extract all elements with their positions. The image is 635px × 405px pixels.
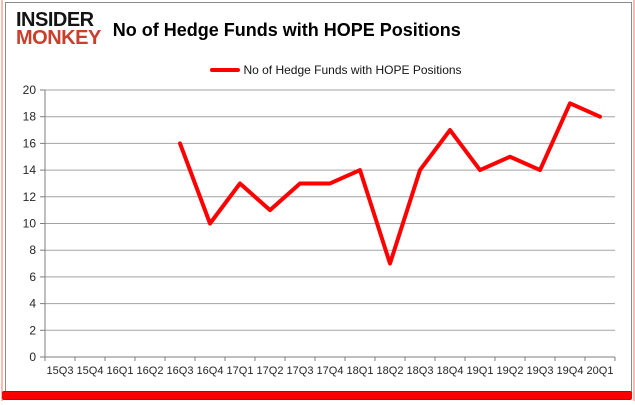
- logo-text-monkey: MONKEY: [16, 27, 101, 50]
- y-tick-label: 20: [23, 83, 37, 97]
- x-tick-label: 20Q1: [587, 365, 614, 377]
- x-tick-label: 19Q2: [497, 365, 524, 377]
- y-tick-label: 6: [29, 270, 36, 284]
- x-tick-label: 18Q4: [437, 365, 464, 377]
- y-tick-label: 18: [23, 110, 37, 124]
- legend-line-swatch: [210, 68, 241, 72]
- chart-header: INSIDER MONKEY No of Hedge Funds with HO…: [16, 9, 461, 50]
- x-tick-label: 18Q2: [377, 365, 404, 377]
- right-edge-accent: [633, 0, 635, 401]
- x-tick-label: 16Q4: [197, 365, 224, 377]
- left-edge-accent: [1, 0, 3, 401]
- insider-monkey-logo: INSIDER MONKEY: [16, 9, 101, 50]
- x-tick-label: 17Q4: [317, 365, 344, 377]
- series-line: [178, 101, 602, 266]
- y-tick-label: 10: [23, 217, 37, 231]
- legend: No of Hedge Funds with HOPE Positions: [51, 63, 621, 77]
- x-tick-label: 19Q3: [527, 365, 554, 377]
- x-tick-label: 18Q1: [347, 365, 374, 377]
- logo-text-insider: INSIDER: [16, 9, 94, 31]
- x-tick-label: 16Q3: [167, 365, 194, 377]
- chart-title: No of Hedge Funds with HOPE Positions: [112, 20, 461, 40]
- x-tick-label: 19Q1: [467, 365, 494, 377]
- y-tick-label: 4: [29, 297, 36, 311]
- y-tick-label: 12: [23, 190, 37, 204]
- y-tick-label: 0: [29, 350, 36, 364]
- x-tick-label: 19Q4: [557, 365, 584, 377]
- y-tick-label: 8: [29, 243, 36, 257]
- legend-label: No of Hedge Funds with HOPE Positions: [243, 63, 462, 77]
- x-tick-label: 16Q1: [107, 365, 134, 377]
- x-tick-label: 15Q3: [47, 365, 74, 377]
- x-tick-label: 17Q3: [287, 365, 314, 377]
- chart-container: INSIDER MONKEY No of Hedge Funds with HO…: [5, 2, 632, 393]
- x-tick-label: 18Q3: [407, 365, 434, 377]
- y-tick-label: 16: [23, 136, 37, 150]
- x-tick-label: 17Q1: [227, 365, 254, 377]
- x-tick-label: 17Q2: [257, 365, 284, 377]
- y-tick-label: 2: [29, 323, 36, 337]
- y-tick-label: 14: [23, 163, 37, 177]
- x-tick-label: 16Q2: [137, 365, 164, 377]
- x-tick-label: 15Q4: [77, 365, 104, 377]
- brand-accent-bar: [2, 391, 632, 400]
